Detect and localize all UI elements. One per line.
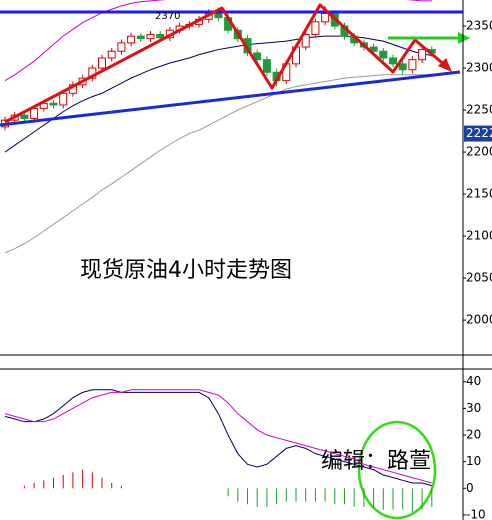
macd-line <box>4 389 432 484</box>
candle-body <box>311 21 320 35</box>
marks <box>1 0 466 516</box>
candle-body <box>127 35 136 44</box>
candle-body <box>379 50 388 59</box>
y-tick-label: 2250 <box>466 103 492 117</box>
candle-body <box>107 50 116 59</box>
candle-body <box>49 102 58 106</box>
candle-body <box>418 49 427 61</box>
price-tag-box <box>464 125 492 142</box>
candle-body <box>321 12 330 23</box>
candle-body <box>39 102 48 109</box>
red-arrowhead <box>438 58 452 72</box>
candle-body <box>156 33 165 39</box>
indicator-line <box>4 35 432 153</box>
candle-body <box>117 42 126 52</box>
candle-body <box>398 63 407 71</box>
candle-body <box>20 114 29 119</box>
macd-panel <box>4 389 433 513</box>
candle-body <box>214 12 223 19</box>
indicator-line <box>4 74 432 254</box>
y-tick-label: 2100 <box>466 229 492 243</box>
candle-body <box>262 59 271 73</box>
y-tick-label: -10 <box>466 507 486 520</box>
candle-body <box>408 59 417 71</box>
candle-body <box>146 33 155 40</box>
price-annotation: 2370 <box>155 11 180 22</box>
candle-body <box>30 107 39 119</box>
candle-body <box>98 57 106 69</box>
y-tick-label: 10 <box>466 454 481 468</box>
y-tick-label: 0 <box>466 481 474 495</box>
candle-body <box>301 33 310 48</box>
chart-title: 现货原油4小时走势图 <box>80 258 292 283</box>
y-tick-label: 40 <box>466 374 481 388</box>
y-tick-label: 30 <box>466 401 481 415</box>
macd-line <box>4 389 432 487</box>
y-tick-label: 20 <box>466 428 481 442</box>
green-arrowhead <box>458 32 470 44</box>
y-tick-label: 2000 <box>466 313 492 327</box>
indicator-line <box>4 0 432 82</box>
candle-body <box>136 35 145 40</box>
y-tick-label: 2350 <box>466 19 492 33</box>
price-tag: 2222 <box>466 126 492 140</box>
trend-zigzag <box>4 3 447 124</box>
candle-body <box>389 57 397 65</box>
y-tick-label: 2050 <box>466 271 492 285</box>
y-tick-label: 2200 <box>466 145 492 159</box>
support-line <box>0 70 461 127</box>
editor-note: 编辑：路萱 <box>321 449 431 474</box>
y-tick-label: 2150 <box>466 187 492 201</box>
highlight-circle <box>357 420 437 520</box>
y-tick-label: 2300 <box>466 61 492 75</box>
price-panel <box>1 0 436 254</box>
candle-body <box>59 92 68 106</box>
